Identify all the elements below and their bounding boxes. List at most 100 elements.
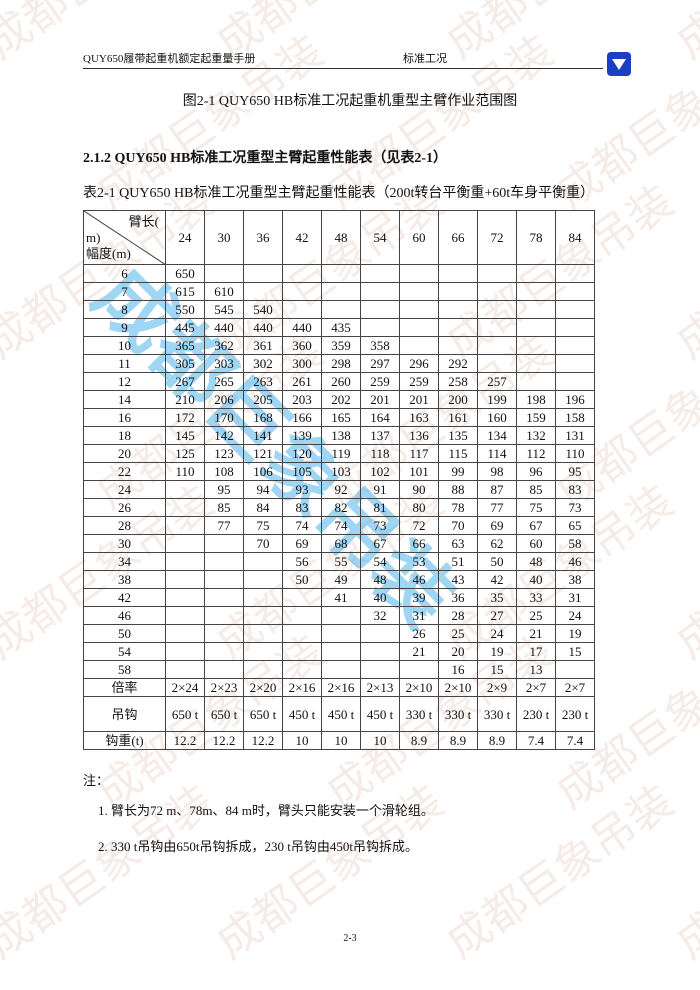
capacity-cell [321, 624, 361, 643]
row-label: 11 [83, 354, 166, 373]
capacity-cell [555, 318, 595, 337]
row-label: 42 [83, 588, 166, 607]
boom-length-unit: m) [86, 230, 101, 245]
capacity-cell: 70 [243, 534, 283, 553]
capacity-cell: 24 [555, 606, 595, 625]
capacity-cell: 19 [477, 642, 517, 661]
row-label: 16 [83, 408, 166, 427]
row-label: 14 [83, 390, 166, 409]
capacity-cell: 110 [555, 444, 595, 463]
capacity-cell: 202 [321, 390, 361, 409]
capacity-cell: 88 [438, 480, 478, 499]
capacity-cell [360, 300, 400, 319]
row-label: 吊钩 [83, 696, 166, 732]
capacity-cell: 87 [477, 480, 517, 499]
capacity-cell: 66 [399, 534, 439, 553]
capacity-cell: 358 [360, 336, 400, 355]
capacity-cell: 435 [321, 318, 361, 337]
capacity-cell: 50 [477, 552, 517, 571]
capacity-cell [477, 336, 517, 355]
capacity-cell: 296 [399, 354, 439, 373]
capacity-cell: 7.4 [516, 731, 556, 750]
capacity-cell: 92 [321, 480, 361, 499]
capacity-cell: 48 [360, 570, 400, 589]
capacity-cell: 137 [360, 426, 400, 445]
table-row: 10 365 362 361 360 359 358 [83, 336, 595, 355]
capacity-cell [165, 570, 205, 589]
row-label: 7 [83, 282, 166, 301]
capacity-cell: 33 [516, 588, 556, 607]
capacity-cell: 165 [321, 408, 361, 427]
capacity-cell [165, 498, 205, 517]
reeving-row: 倍率 2×24 2×23 2×20 2×16 2×16 2×13 2×10 2×10 2×9 2×7… [83, 678, 595, 697]
capacity-cell: 2×9 [477, 678, 517, 697]
capacity-cell: 305 [165, 354, 205, 373]
capacity-cell [282, 642, 322, 661]
capacity-cell [360, 624, 400, 643]
figure-caption: 图2-1 QUY650 HB标准工况起重机重型主臂作业范围图 [182, 94, 518, 109]
row-label: 20 [83, 444, 166, 463]
capacity-cell [399, 318, 439, 337]
capacity-cell: 121 [243, 444, 283, 463]
capacity-cell: 440 [282, 318, 322, 337]
capacity-cell: 166 [282, 408, 322, 427]
table-row: 50 26 25 24 21 19 [83, 624, 595, 643]
capacity-cell: 142 [204, 426, 244, 445]
boom-length-header: 54 [360, 210, 400, 265]
capacity-cell: 610 [204, 282, 244, 301]
capacity-cell: 91 [360, 480, 400, 499]
capacity-cell [477, 318, 517, 337]
capacity-cell: 75 [243, 516, 283, 535]
capacity-cell [321, 282, 361, 301]
manual-title: QUY650履带起重机额定起重量手册 [83, 53, 256, 65]
capacity-cell [516, 264, 556, 283]
table-row: 24 95 94 93 92 91 90 88 87 85 83 [83, 480, 595, 499]
table-row: 9 445 440 440 440 435 [83, 318, 595, 337]
capacity-cell: 2×16 [282, 678, 322, 697]
capacity-cell: 105 [282, 462, 322, 481]
capacity-cell: 164 [360, 408, 400, 427]
capacity-cell: 15 [555, 642, 595, 661]
capacity-cell: 82 [321, 498, 361, 517]
capacity-cell [516, 372, 556, 391]
watermark-text: 成都巨象吊装 [437, 0, 683, 69]
capacity-cell [477, 264, 517, 283]
capacity-cell [516, 318, 556, 337]
capacity-cell: 96 [516, 462, 556, 481]
capacity-cell [282, 624, 322, 643]
capacity-cell: 365 [165, 336, 205, 355]
row-label: 18 [83, 426, 166, 445]
capacity-cell [243, 606, 283, 625]
capacity-cell [555, 300, 595, 319]
capacity-cell [165, 552, 205, 571]
capacity-cell: 261 [282, 372, 322, 391]
capacity-cell: 103 [321, 462, 361, 481]
watermark-text: 成都巨象吊装 [667, 176, 700, 369]
capacity-cell [243, 570, 283, 589]
row-label: 倍率 [83, 678, 166, 697]
capacity-cell [360, 318, 400, 337]
corner-header-cell: 臂长( m) 幅度(m) [83, 210, 166, 265]
capacity-cell: 260 [321, 372, 361, 391]
capacity-cell [399, 300, 439, 319]
capacity-cell [516, 282, 556, 301]
capacity-cell: 40 [360, 588, 400, 607]
capacity-cell: 25 [516, 606, 556, 625]
capacity-cell: 75 [516, 498, 556, 517]
boom-length-header: 78 [516, 210, 556, 265]
row-label: 38 [83, 570, 166, 589]
capacity-cell: 108 [204, 462, 244, 481]
capacity-cell [555, 372, 595, 391]
capacity-cell: 203 [282, 390, 322, 409]
capacity-cell: 101 [399, 462, 439, 481]
capacity-cell: 16 [438, 660, 478, 679]
header-row: 臂长( m) 幅度(m) 24 30 36 42 48 54 60 66 72 78 84 [83, 210, 595, 265]
row-label: 28 [83, 516, 166, 535]
capacity-cell [165, 624, 205, 643]
capacity-cell [282, 660, 322, 679]
capacity-cell [243, 264, 283, 283]
row-label: 26 [83, 498, 166, 517]
capacity-cell: 28 [438, 606, 478, 625]
capacity-cell [321, 264, 361, 283]
capacity-cell: 300 [282, 354, 322, 373]
